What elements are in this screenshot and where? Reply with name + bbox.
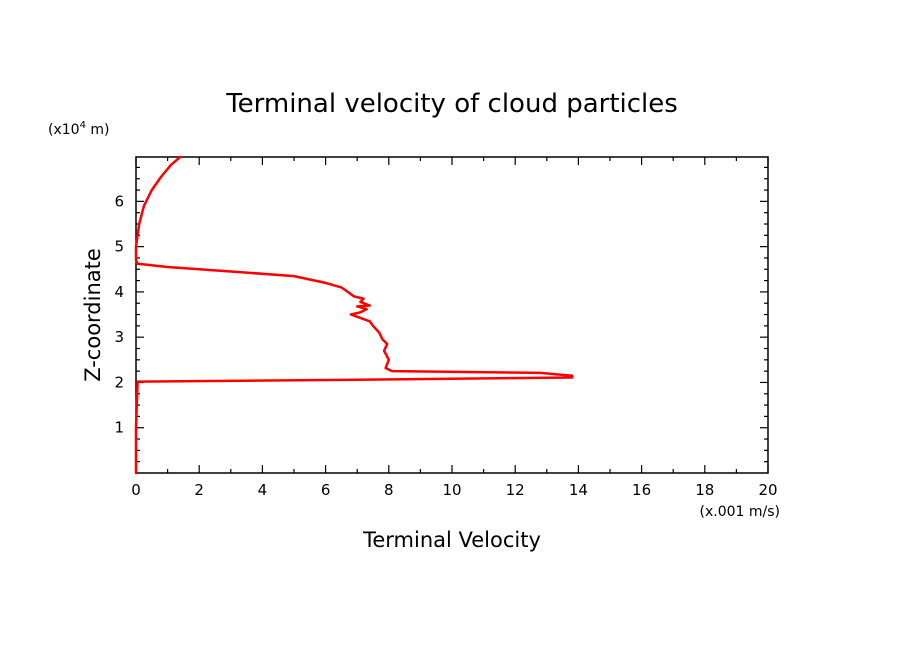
x-tick-label: 2	[194, 481, 204, 499]
chart-title: Terminal velocity of cloud particles	[225, 89, 678, 119]
y-tick-label: 1	[114, 419, 124, 437]
y-tick-label: 3	[114, 328, 124, 346]
series-layer	[134, 155, 574, 475]
x-tick-label: 14	[569, 481, 588, 499]
y-tick-label: 2	[114, 373, 124, 391]
x-tick-label: 16	[632, 481, 651, 499]
x-tick-label: 4	[258, 481, 268, 499]
y-axis-unit: (x104 m)	[48, 120, 110, 138]
y-tick-label: 5	[114, 238, 124, 256]
x-tick-label: 8	[384, 481, 394, 499]
y-axis-label: Z-coordinate	[81, 248, 105, 382]
y-tick-label: 4	[114, 283, 124, 301]
x-axis-unit: (x.001 m/s)	[700, 504, 780, 520]
x-tick-label: 0	[131, 481, 141, 499]
x-tick-label: 10	[442, 481, 461, 499]
y-tick-label: 6	[114, 192, 124, 210]
series-line-0	[134, 155, 574, 475]
x-axis: 0 2 4 6 8 10 12 14 16 18 20	[131, 157, 778, 499]
x-tick-label: 20	[758, 481, 777, 499]
plot-frame	[135, 156, 769, 474]
x-axis-label: Terminal Velocity	[362, 528, 541, 552]
y-axis: 1 2 3 4 5 6	[114, 166, 768, 463]
x-tick-label: 6	[321, 481, 331, 499]
x-tick-label: 18	[695, 481, 714, 499]
x-tick-label: 12	[506, 481, 525, 499]
